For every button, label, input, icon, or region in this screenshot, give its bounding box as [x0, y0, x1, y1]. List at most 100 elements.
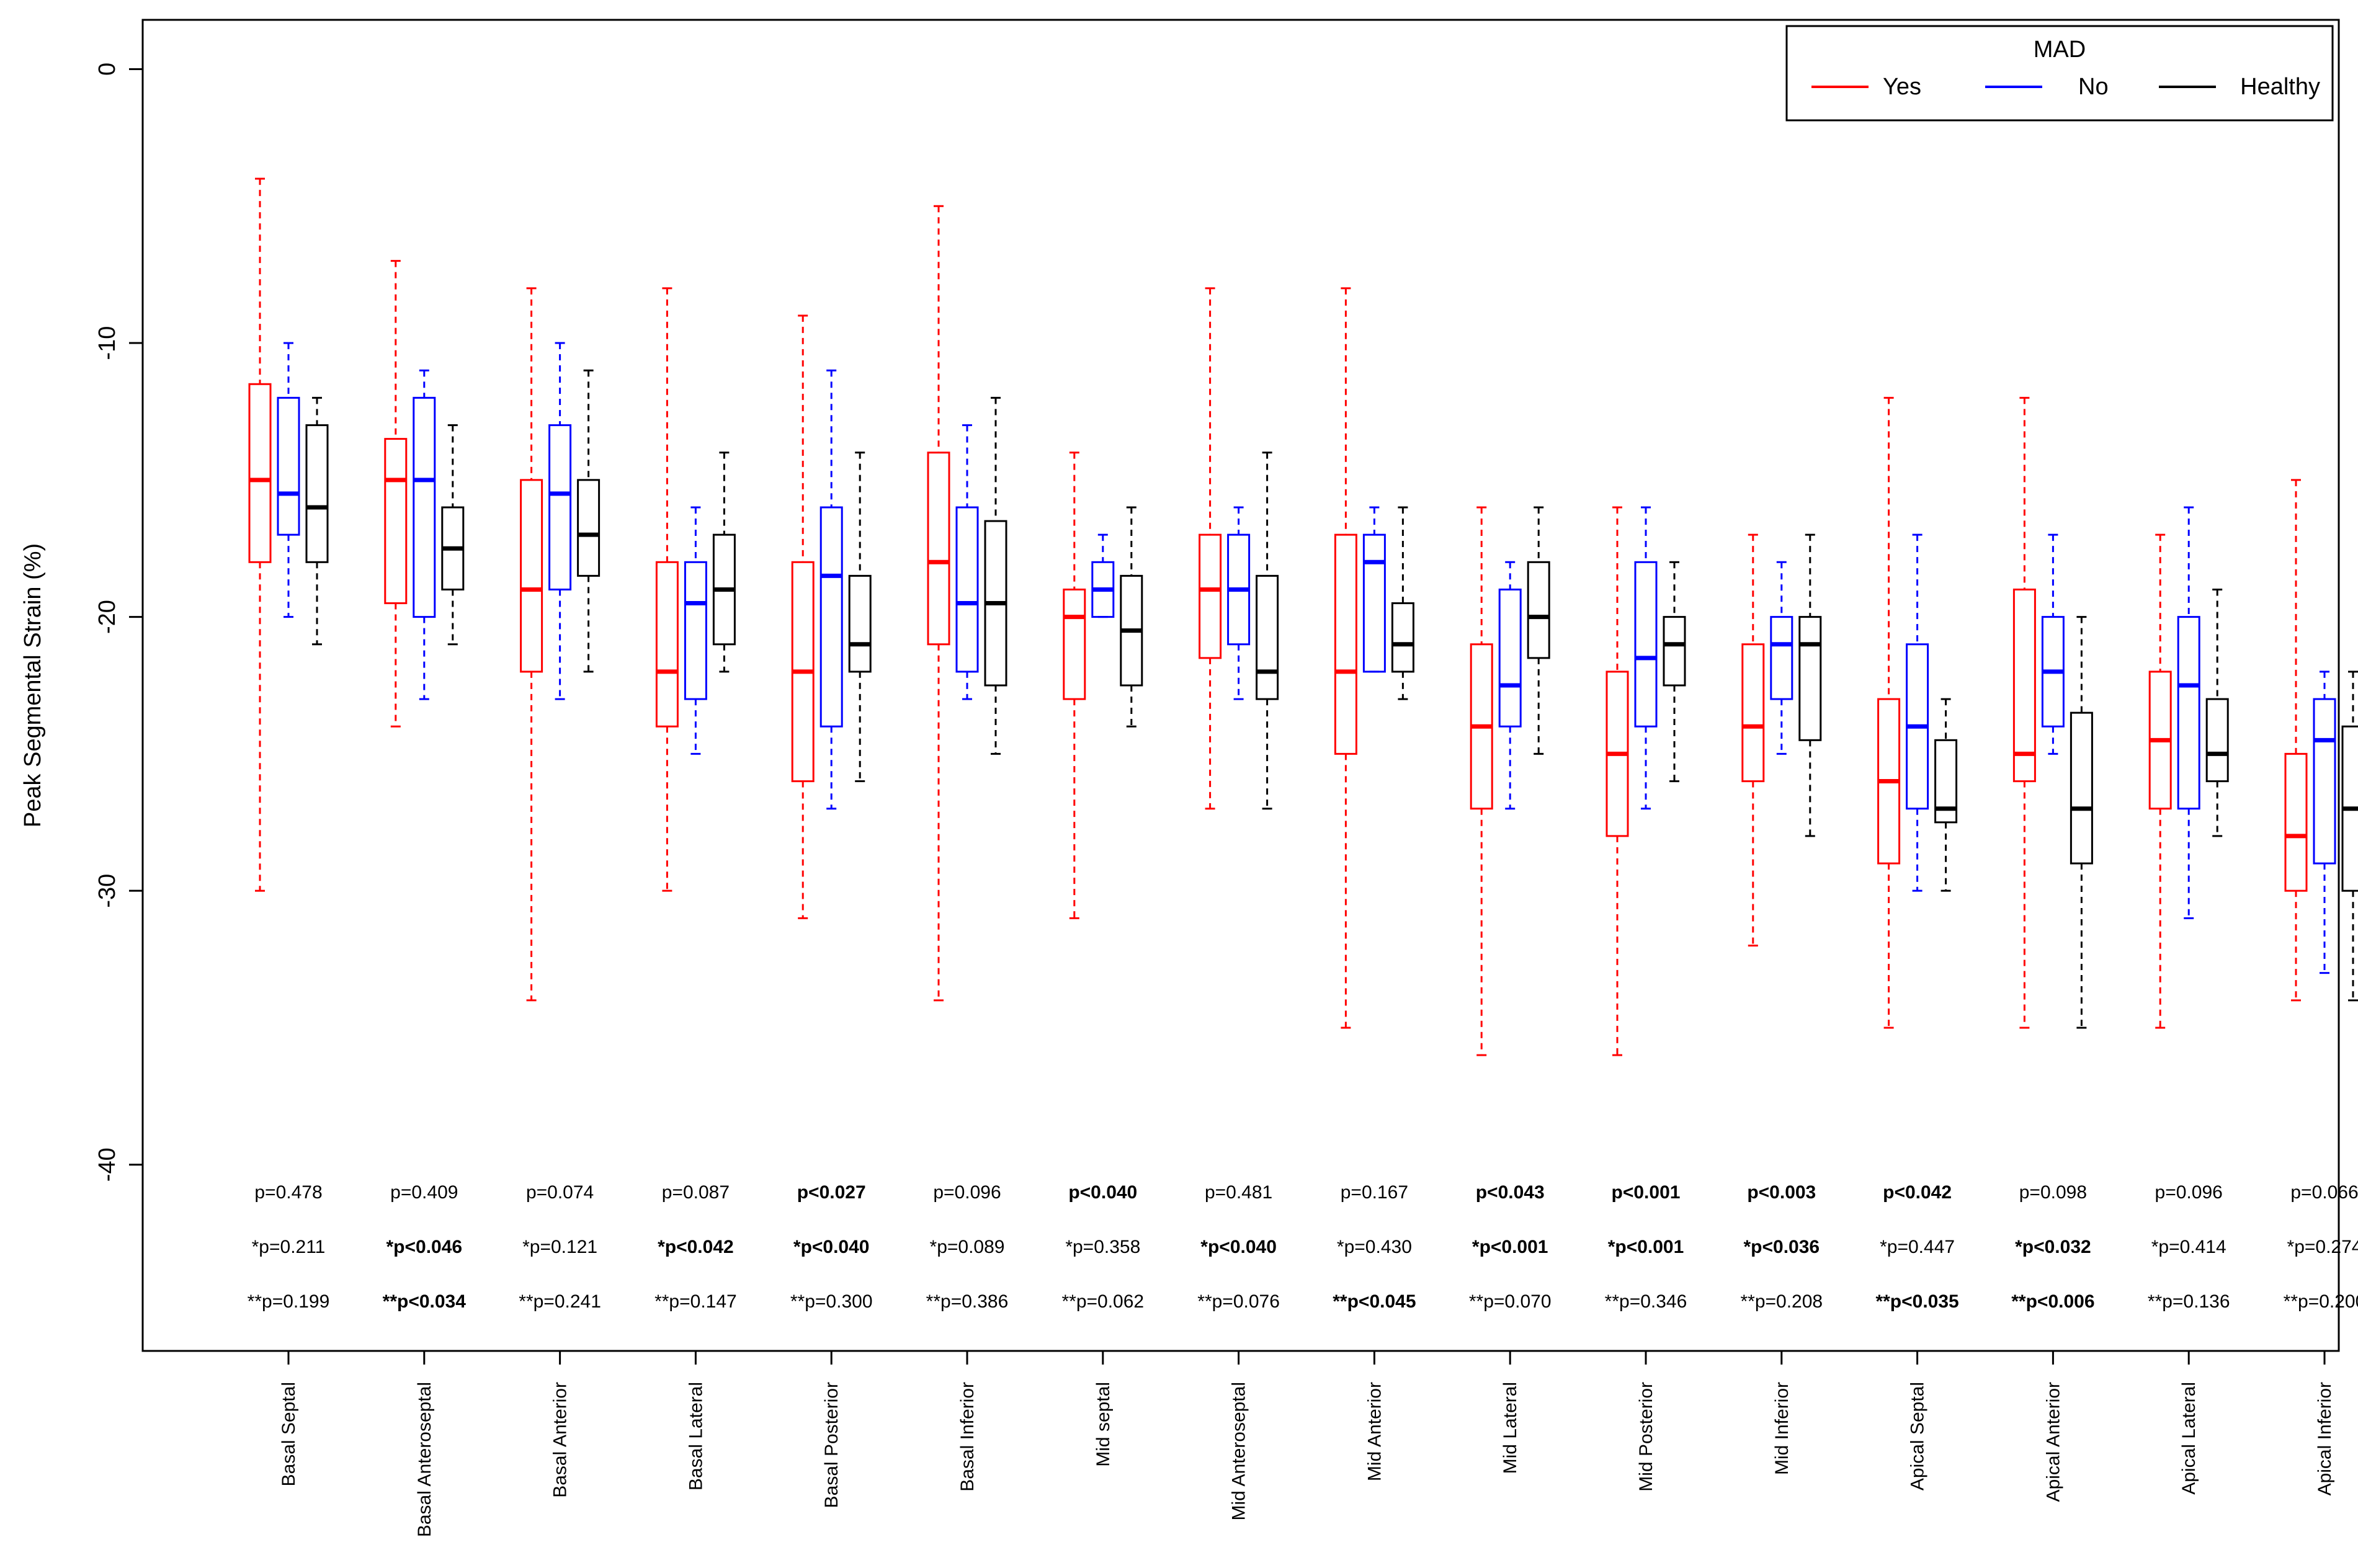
y-axis-label: Peak Segmental Strain (%)	[20, 543, 46, 827]
box-no	[413, 369, 436, 700]
legend-label-yes: Yes	[1883, 74, 1921, 100]
box-healthy	[1391, 506, 1414, 700]
box-iqr	[2205, 698, 2229, 783]
x-category-label: Mid Anteroseptal	[1229, 1382, 1249, 1520]
box-iqr	[1063, 588, 1086, 700]
box-healthy	[1934, 698, 1958, 892]
box-healthy	[1256, 452, 1279, 810]
box-iqr	[277, 396, 300, 536]
p-value-label: p=0.087	[662, 1182, 730, 1203]
x-category-label: Basal Septal	[279, 1382, 299, 1486]
y-tick-label: -40	[94, 1147, 120, 1182]
x-category-label: Mid Inferior	[1772, 1382, 1792, 1475]
p-value-label: p=0.066	[2290, 1182, 2358, 1203]
p-value-label: *p<0.040	[793, 1237, 870, 1257]
box-iqr	[1527, 561, 1550, 659]
box-iqr	[2012, 588, 2036, 783]
box-yes	[1877, 396, 1901, 1029]
box-healthy	[2341, 670, 2358, 1002]
p-value-label: **p<0.006	[2011, 1291, 2094, 1312]
p-value-label: *p=0.358	[1065, 1237, 1140, 1257]
y-axis: 0 -10 -20 -30 -40 Peak Segmental Strain (%)	[20, 63, 143, 1182]
box-iqr	[1634, 561, 1658, 728]
box-healthy	[441, 424, 465, 646]
box-no	[1906, 533, 1929, 892]
p-value-label: *p<0.040	[1200, 1237, 1277, 1257]
p-value-label: **p=0.241	[519, 1291, 601, 1312]
p-value-label: **p=0.386	[926, 1291, 1009, 1312]
box-yes	[1334, 287, 1357, 1029]
p-value-label: **p=0.300	[790, 1291, 873, 1312]
box-healthy	[1527, 506, 1550, 755]
box-healthy	[1120, 506, 1143, 728]
box-no	[1362, 506, 1386, 673]
p-value-label: **p=0.200	[2284, 1291, 2358, 1312]
box-iqr	[384, 438, 408, 605]
box-iqr	[848, 574, 872, 673]
p-value-label: **p=0.070	[1469, 1291, 1552, 1312]
x-category-label: Mid Anterior	[1364, 1382, 1385, 1481]
p-value-label: *p<0.032	[2015, 1237, 2091, 1257]
p-value-label: p=0.409	[390, 1182, 458, 1203]
box-iqr	[1798, 616, 1822, 741]
p-value-label: *p=0.414	[2151, 1237, 2226, 1257]
legend-box	[1785, 25, 2334, 122]
box-healthy	[848, 452, 872, 783]
box-iqr	[1663, 616, 1686, 687]
box-no	[819, 369, 843, 810]
legend-label-healthy: Healthy	[2240, 74, 2320, 100]
p-value-label: p<0.027	[797, 1182, 866, 1203]
p-value-label: **p=0.208	[1740, 1291, 1823, 1312]
box-iqr	[248, 383, 272, 563]
box-iqr	[2070, 711, 2093, 865]
box-iqr	[1391, 602, 1414, 673]
box-iqr	[1498, 588, 1522, 728]
p-value-label: p=0.098	[2019, 1182, 2087, 1203]
y-tick-label: -10	[94, 326, 120, 360]
box-iqr	[927, 452, 950, 646]
box-iqr	[2284, 752, 2308, 892]
x-axis: Basal Septal Basal Anteroseptal Basal Ante…	[279, 1351, 2335, 1537]
box-healthy	[712, 452, 736, 673]
x-category-label: Apical Lateral	[2179, 1382, 2199, 1495]
y-tick-label: 0	[94, 63, 120, 76]
box-no	[2177, 506, 2200, 919]
p-value-label: **p<0.045	[1333, 1291, 1416, 1312]
x-category-label: Basal Anterior	[550, 1382, 571, 1498]
box-iqr	[1362, 533, 1386, 673]
p-value-label: *p=0.447	[1880, 1237, 1955, 1257]
box-yes	[1063, 452, 1086, 919]
legend: MAD Yes No Healthy	[1785, 25, 2334, 122]
p-value-label: *p=0.121	[522, 1237, 597, 1257]
box-yes	[1605, 506, 1629, 1056]
box-no	[1634, 506, 1658, 810]
box-iqr	[305, 424, 329, 563]
box-yes	[2284, 479, 2308, 1002]
box-yes	[384, 260, 408, 728]
p-value-label: *p=0.430	[1337, 1237, 1412, 1257]
box-iqr	[1770, 616, 1793, 700]
box-yes	[248, 177, 272, 892]
p-value-label: p=0.096	[2155, 1182, 2223, 1203]
box-yes	[791, 314, 815, 919]
x-category-label: Mid Lateral	[1500, 1382, 1521, 1474]
x-category-label: Basal Lateral	[686, 1382, 706, 1490]
p-value-label: p=0.074	[526, 1182, 594, 1203]
p-value-label: **p=0.062	[1061, 1291, 1144, 1312]
x-category-label: Basal Anteroseptal	[414, 1382, 435, 1537]
p-value-annotations: p=0.478 *p=0.211 **p=0.199 p=0.409 *p<0.046 *…	[248, 1182, 2358, 1312]
p-value-label: *p<0.001	[1608, 1237, 1684, 1257]
p-value-label: **p=0.346	[1605, 1291, 1687, 1312]
box-iqr	[1741, 643, 1765, 783]
box-no	[2041, 533, 2065, 755]
p-value-label: p<0.003	[1747, 1182, 1816, 1203]
box-yes	[1470, 506, 1493, 1056]
p-value-label: **p=0.199	[248, 1291, 330, 1312]
p-value-label: **p=0.076	[1197, 1291, 1280, 1312]
box-iqr	[1934, 739, 1958, 824]
p-value-label: p=0.167	[1341, 1182, 1408, 1203]
p-value-label: **p<0.034	[383, 1291, 467, 1312]
p-value-label: p<0.001	[1612, 1182, 1681, 1203]
box-healthy	[1663, 561, 1686, 783]
